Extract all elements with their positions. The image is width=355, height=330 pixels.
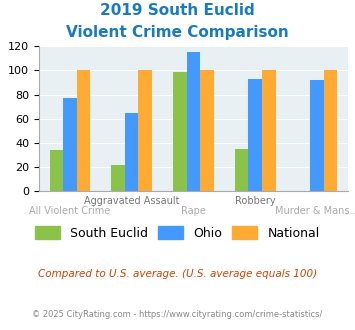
Legend: South Euclid, Ohio, National: South Euclid, Ohio, National xyxy=(32,222,323,244)
Text: Rape: Rape xyxy=(181,206,206,216)
Bar xyxy=(173,72,187,191)
Bar xyxy=(138,70,152,191)
Bar xyxy=(50,150,63,191)
Bar xyxy=(200,70,214,191)
Text: All Violent Crime: All Violent Crime xyxy=(29,206,110,216)
Bar xyxy=(235,149,248,191)
Text: Robbery: Robbery xyxy=(235,196,275,206)
Bar xyxy=(324,70,337,191)
Text: Aggravated Assault: Aggravated Assault xyxy=(84,196,180,206)
Text: 2019 South Euclid: 2019 South Euclid xyxy=(100,3,255,18)
Text: Violent Crime Comparison: Violent Crime Comparison xyxy=(66,25,289,40)
Text: Compared to U.S. average. (U.S. average equals 100): Compared to U.S. average. (U.S. average … xyxy=(38,269,317,279)
Bar xyxy=(310,80,324,191)
Bar xyxy=(187,52,200,191)
Text: © 2025 CityRating.com - https://www.cityrating.com/crime-statistics/: © 2025 CityRating.com - https://www.city… xyxy=(32,310,323,319)
Bar xyxy=(111,165,125,191)
Bar xyxy=(125,113,138,191)
Text: Murder & Mans...: Murder & Mans... xyxy=(275,206,355,216)
Bar xyxy=(77,70,90,191)
Bar xyxy=(63,98,77,191)
Bar xyxy=(262,70,275,191)
Bar xyxy=(248,79,262,191)
